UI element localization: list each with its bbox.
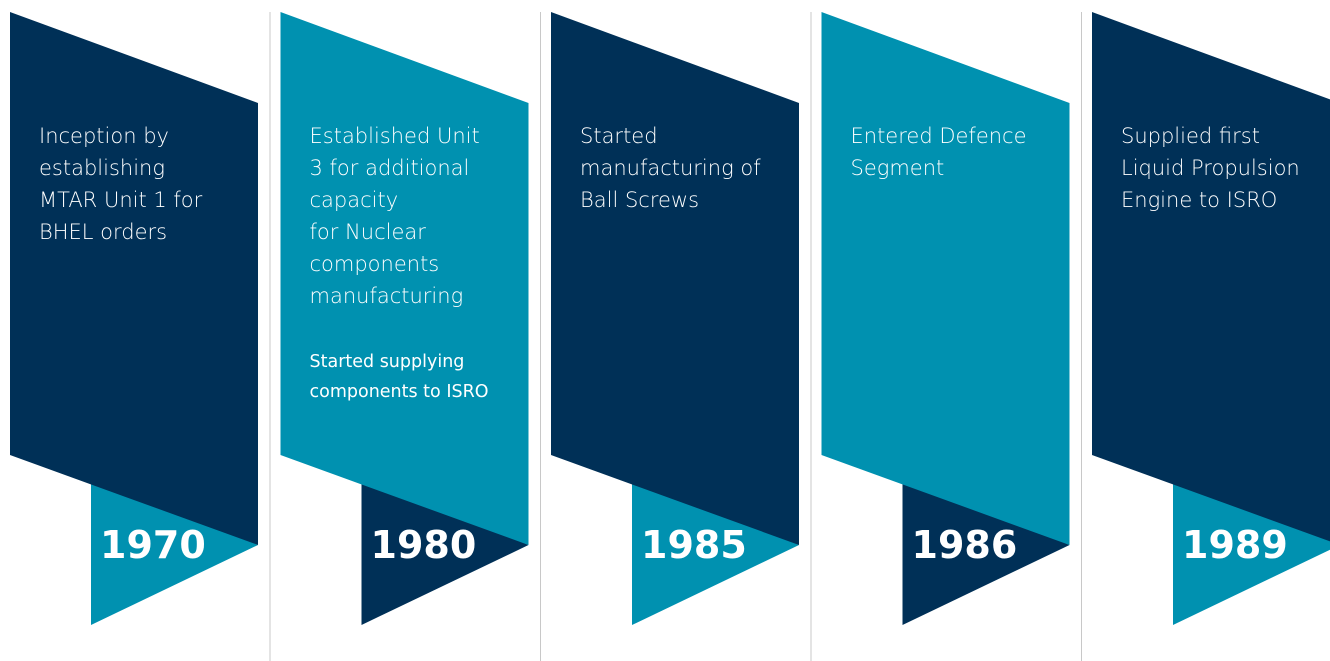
event-text: Established Unit xyxy=(310,124,480,148)
event-text: for Nuclear xyxy=(310,220,427,244)
year-tab xyxy=(91,470,258,625)
panel xyxy=(1092,12,1330,542)
event-note: components to ISRO xyxy=(310,382,489,402)
event-text: MTAR Unit 1 for xyxy=(39,188,203,212)
year: 1989 xyxy=(1182,523,1288,567)
year: 1986 xyxy=(912,523,1018,567)
event-text: Engine to ISRO xyxy=(1121,188,1277,212)
event-text: Inception by xyxy=(39,124,169,148)
event-text: capacity xyxy=(310,188,399,212)
year-tab xyxy=(1173,470,1330,625)
year-tab xyxy=(902,470,1070,625)
year-tab xyxy=(361,470,529,625)
panel xyxy=(10,12,258,545)
year-tab xyxy=(632,470,799,625)
event-text: manufacturing xyxy=(310,284,464,308)
event-text: Entered Defence xyxy=(851,124,1027,148)
year: 1985 xyxy=(641,523,747,567)
event-note: Started supplying xyxy=(310,352,465,372)
event-text: Liquid Propulsion xyxy=(1121,156,1300,180)
panel xyxy=(821,12,1070,545)
year: 1980 xyxy=(371,523,477,567)
event-text: Ball Screws xyxy=(580,188,699,212)
event-text: Started xyxy=(580,124,658,148)
event-text: Supplied first xyxy=(1121,124,1260,148)
event-text: components xyxy=(310,252,440,276)
event-text: BHEL orders xyxy=(39,220,167,244)
event-text: manufacturing of xyxy=(580,156,761,180)
event-text: Segment xyxy=(851,156,945,180)
event-text: 3 for additional xyxy=(310,156,470,180)
panel xyxy=(551,12,799,545)
year: 1970 xyxy=(100,523,206,567)
panel xyxy=(280,12,529,545)
event-text: establishing xyxy=(39,156,165,180)
